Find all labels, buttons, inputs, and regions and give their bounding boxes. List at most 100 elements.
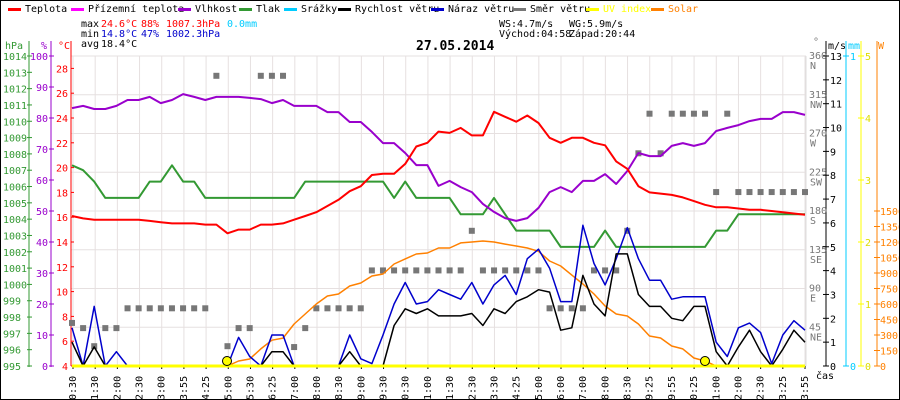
hpa-tick-label: 1004 xyxy=(3,215,27,226)
wind-direction-point xyxy=(657,150,664,157)
x-tick-label: 12:30 xyxy=(467,376,478,399)
axis-unit-celsius: °C xyxy=(58,41,70,52)
stat-max-temp: 24.6°C xyxy=(101,19,138,30)
ms-tick-label: 1 xyxy=(830,338,836,349)
percent-tick-label: 50 xyxy=(36,207,48,218)
direction-compass-label: NW xyxy=(810,100,823,111)
direction-tick-label: 360 xyxy=(809,51,827,62)
wind-direction-point xyxy=(335,305,342,312)
wind-direction-point xyxy=(102,325,109,332)
stat-min-temp: 14.8°C xyxy=(101,29,138,40)
axis-unit-mm: mm xyxy=(848,41,860,52)
wind-direction-point xyxy=(457,267,464,274)
hpa-tick-label: 998 xyxy=(3,313,21,324)
legend-item: Tlak xyxy=(239,4,280,15)
ms-tick-label: 0 xyxy=(830,362,836,373)
stat-sunset: Západ:20:44 xyxy=(569,29,636,40)
direction-compass-label: E xyxy=(810,294,816,305)
axis-unit-percent: % xyxy=(41,41,47,52)
wind-direction-point xyxy=(491,267,498,274)
hpa-tick-label: 1000 xyxy=(3,280,27,291)
legend-item: Vlhkost xyxy=(178,4,237,15)
wind-direction-point xyxy=(757,189,764,196)
wind-direction-point xyxy=(313,305,320,312)
wind-direction-point xyxy=(368,267,375,274)
x-tick-label: 10:30 xyxy=(401,376,412,399)
percent-tick-label: 20 xyxy=(36,300,48,311)
legend-swatch xyxy=(178,8,191,11)
wind-direction-point xyxy=(646,110,653,117)
celsius-tick-label: 10 xyxy=(56,288,68,299)
x-tick-label: 22:30 xyxy=(756,376,767,399)
series-line-humidity-vlhkost xyxy=(71,93,806,222)
w-tick-label: 1350 xyxy=(880,223,899,234)
wind-direction-point xyxy=(379,267,386,274)
celsius-tick-label: 4 xyxy=(62,362,68,373)
x-tick-label: 20:25 xyxy=(689,376,700,399)
ms-tick-label: 2 xyxy=(830,314,836,325)
w-tick-label: 300 xyxy=(880,331,898,342)
x-tick-label: 11:30 xyxy=(445,376,456,399)
series-line-solar-solar xyxy=(72,240,805,367)
wind-direction-point xyxy=(668,110,675,117)
hpa-tick-label: 1001 xyxy=(3,264,27,275)
legend-swatch xyxy=(71,8,84,11)
legend-item: Přízemní teplota xyxy=(71,4,184,15)
percent-tick-label: 80 xyxy=(36,114,48,125)
series-line-pressure-tlak xyxy=(71,164,805,248)
x-tick-label: 09:30 xyxy=(379,376,390,399)
stat-sunrise: Východ:04:58 xyxy=(499,29,572,40)
hpa-tick-label: 1005 xyxy=(3,199,27,210)
legend-item: Teplota xyxy=(8,4,67,15)
legend-label: Přízemní teplota xyxy=(88,4,185,15)
wind-direction-point xyxy=(690,110,697,117)
w-tick-label: 150 xyxy=(880,347,898,358)
wind-direction-point xyxy=(291,344,298,351)
hpa-tick-label: 1013 xyxy=(3,68,27,79)
x-tick-label: 09:00 xyxy=(356,376,367,399)
legend-item: UV index xyxy=(586,4,651,15)
wind-direction-point xyxy=(702,110,709,117)
wind-direction-point xyxy=(557,305,564,312)
wind-direction-point xyxy=(579,305,586,312)
hpa-tick-label: 1010 xyxy=(3,117,27,128)
direction-compass-label: SW xyxy=(810,177,823,188)
x-tick-label: 18:30 xyxy=(623,376,634,399)
stat-max-pressure: 1007.3hPa xyxy=(166,19,221,30)
stat-rain: 0.0mm xyxy=(227,19,258,30)
wind-direction-point xyxy=(590,267,597,274)
uv-tick-label: 4 xyxy=(865,114,871,125)
celsius-tick-label: 6 xyxy=(62,337,68,348)
ms-tick-label: 13 xyxy=(830,52,842,63)
legend-label: UV index xyxy=(603,4,652,15)
x-tick-label: 14:25 xyxy=(512,376,523,399)
stat-min-label: min xyxy=(81,29,100,40)
wind-direction-point xyxy=(124,305,131,312)
wind-direction-point xyxy=(435,267,442,274)
ms-tick-label: 12 xyxy=(830,76,842,87)
legend-item: Rychlost větru xyxy=(338,4,439,15)
direction-tick-label: 270 xyxy=(809,129,827,140)
wind-direction-point xyxy=(157,305,164,312)
direction-tick-label: 135 xyxy=(809,245,827,256)
axis-unit-hpa: hPa xyxy=(5,41,23,52)
x-tick-label: 05:00 xyxy=(223,376,234,399)
celsius-tick-label: 16 xyxy=(56,213,68,224)
x-tick-label: 15:00 xyxy=(534,376,545,399)
x-tick-label: 17:00 xyxy=(578,376,589,399)
wind-direction-point xyxy=(546,305,553,312)
legend-swatch xyxy=(8,8,21,11)
x-tick-label: 03:00 xyxy=(157,376,168,399)
legend-swatch xyxy=(513,8,526,11)
percent-tick-label: 30 xyxy=(36,269,48,280)
wind-direction-point xyxy=(624,227,631,234)
series-line-temp-teplota xyxy=(71,110,806,235)
wind-direction-point xyxy=(502,267,509,274)
wind-direction-point xyxy=(235,325,242,332)
celsius-tick-label: 24 xyxy=(56,114,68,125)
percent-tick-label: 0 xyxy=(42,362,48,373)
wind-direction-point xyxy=(479,267,486,274)
stat-min-pressure: 1002.3hPa xyxy=(166,29,221,40)
